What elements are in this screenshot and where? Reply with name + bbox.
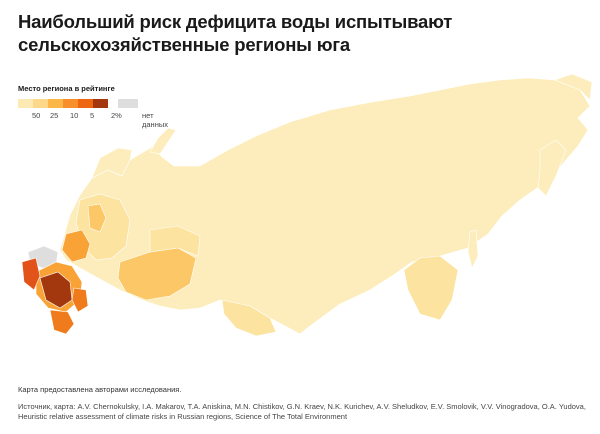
region-kamchatka [537, 139, 567, 197]
legend-swatch-5 [78, 99, 93, 108]
region-chukotka [554, 73, 593, 101]
legend-label-no-data: нет данных [142, 111, 168, 129]
legend-label-50: 50 [32, 111, 41, 120]
legend-label-5: 5 [90, 111, 95, 120]
region-central-mid [87, 203, 107, 233]
region-far-east [403, 255, 459, 321]
title-line-2: сельскохозяйственные регионы юга [18, 34, 350, 55]
legend-title: Место региона в рейтинге [18, 84, 115, 93]
region-novaya-zemlya [149, 127, 177, 155]
region-caspian-orange [71, 287, 89, 313]
legend-label-2pct: 2% [111, 111, 122, 120]
legend-no-data-swatch [118, 99, 138, 108]
region-south-siberia [221, 299, 277, 337]
map-note: Карта предоставлена авторами исследовани… [18, 385, 182, 394]
legend-swatch-3 [48, 99, 63, 108]
region-south-red [21, 257, 41, 291]
legend-swatches [18, 99, 108, 108]
legend-swatch-2 [33, 99, 48, 108]
region-caucasus [49, 309, 75, 335]
region-kola [91, 147, 133, 179]
map-legend: Место региона в рейтинге 50 25 10 5 2% н… [18, 84, 168, 129]
region-sakhalin [467, 229, 479, 269]
map-source: Источник, карта: A.V. Chernokulsky, I.A.… [18, 402, 586, 421]
russia-risk-map [21, 73, 593, 337]
title-line-1: Наибольший риск дефицита воды испытывают [18, 11, 453, 32]
legend-swatch-6 [93, 99, 108, 108]
legend-row [18, 99, 138, 108]
legend-swatch-1 [18, 99, 33, 108]
page-title: Наибольший риск дефицита воды испытывают… [18, 10, 538, 56]
region-urals [149, 225, 201, 257]
region-central-orange [61, 229, 91, 263]
legend-swatch-4 [63, 99, 78, 108]
legend-labels: 50 25 10 5 2% нет данных [18, 111, 168, 129]
legend-label-10: 10 [70, 111, 79, 120]
legend-label-25: 25 [50, 111, 59, 120]
